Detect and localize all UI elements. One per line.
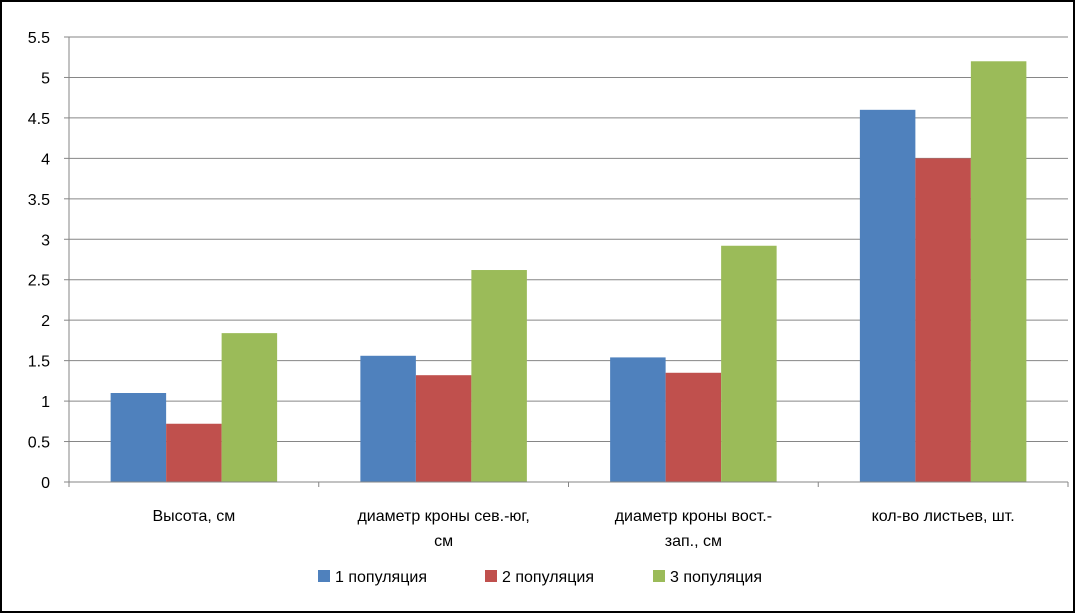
bars <box>110 61 1027 483</box>
bar-1-1 <box>110 393 167 482</box>
bar-3-3 <box>721 245 777 482</box>
legend-label-2: 2 популяция <box>502 569 594 586</box>
y-tick-label: 1.5 <box>28 354 50 371</box>
x-category-label: зап., см <box>665 533 722 550</box>
y-tick-label: 0.5 <box>28 435 50 452</box>
legend-swatch-2 <box>485 570 497 582</box>
bar-1-2 <box>360 355 416 482</box>
y-tick-label: 3 <box>41 232 50 249</box>
bar-1-3 <box>610 357 666 482</box>
y-tick-label: 2.5 <box>28 273 50 290</box>
y-tick-label: 3.5 <box>28 192 50 209</box>
axes <box>64 36 1069 487</box>
y-tick-label: 5.5 <box>28 30 50 47</box>
y-tick-label: 4 <box>41 151 50 168</box>
y-tick-label: 5 <box>41 70 50 87</box>
legend-label-1: 1 популяция <box>335 569 427 586</box>
y-tick-label: 4.5 <box>28 111 50 128</box>
bar-3-1 <box>221 333 278 482</box>
bar-2-1 <box>166 423 222 482</box>
bar-3-2 <box>471 270 527 482</box>
bar-1-4 <box>859 109 916 483</box>
x-category-labels: Высота, см диаметр кроны сев.-юг, см диамет… <box>152 508 1014 550</box>
legend: 1 популяция 2 популяция 3 популяция <box>318 569 762 586</box>
bar-2-4 <box>915 158 971 482</box>
x-category-label: диаметр кроны сев.-юг, <box>357 508 529 525</box>
y-tick-label: 0 <box>41 475 50 492</box>
y-tick-labels: 0 0.5 1 1.5 2 2.5 3 3.5 4 4.5 5 5.5 <box>28 30 50 492</box>
x-category-label: см <box>434 533 453 550</box>
x-category-label: Высота, см <box>152 508 235 525</box>
x-category-label: кол-во листьев, шт. <box>872 508 1015 525</box>
legend-swatch-1 <box>318 570 330 582</box>
x-category-label: диаметр кроны вост.- <box>615 508 772 525</box>
legend-swatch-3 <box>653 570 665 582</box>
bar-2-3 <box>665 372 722 482</box>
legend-label-3: 3 популяция <box>670 569 762 586</box>
bar-3-4 <box>970 61 1027 482</box>
bar-2-2 <box>415 375 472 482</box>
y-tick-label: 2 <box>41 313 50 330</box>
y-tick-label: 1 <box>41 394 50 411</box>
